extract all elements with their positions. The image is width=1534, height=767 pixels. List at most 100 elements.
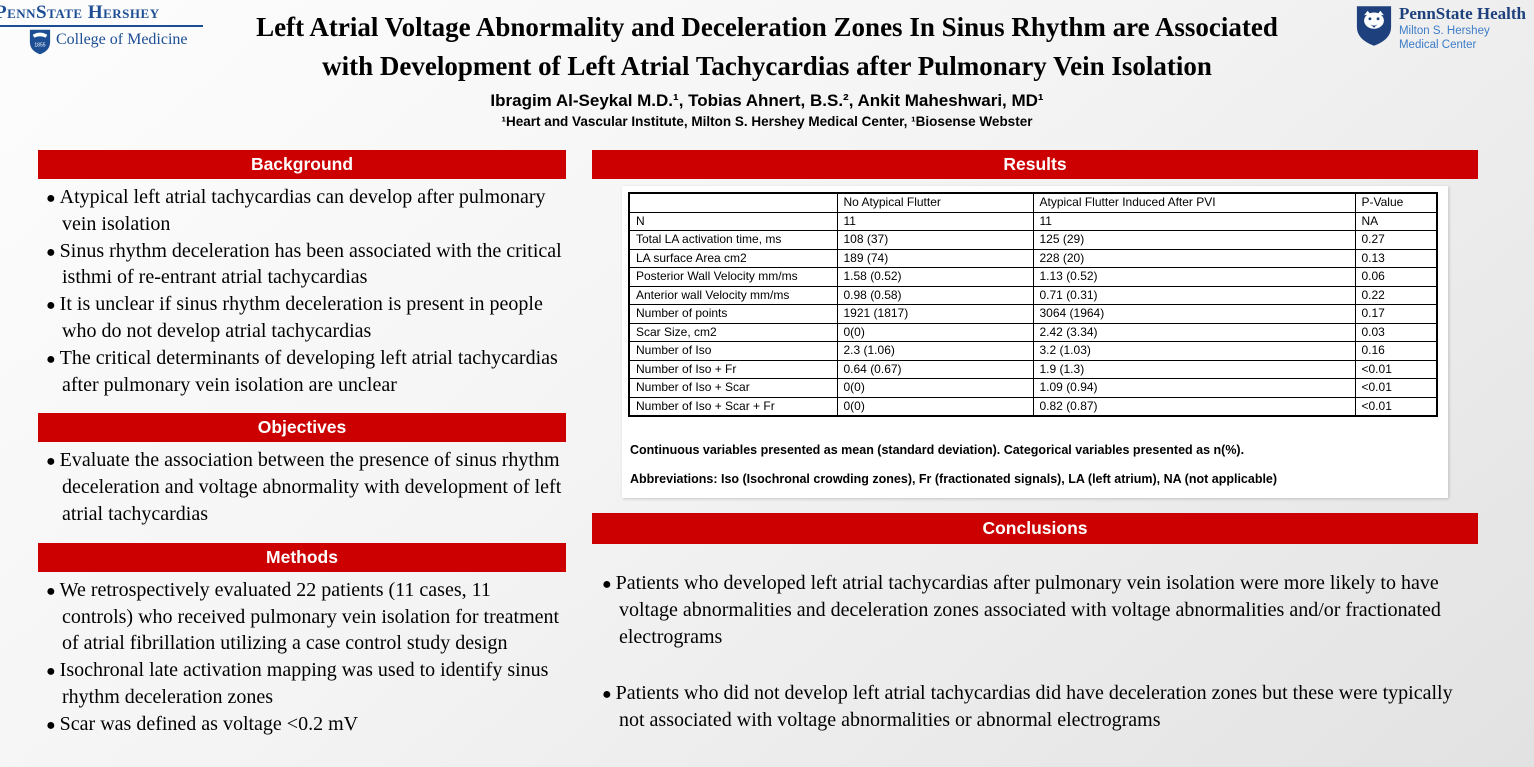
- table-cell: 1.13 (0.52): [1032, 267, 1356, 287]
- table-cell: 0.64 (0.67): [836, 359, 1034, 379]
- conclusions-bullet: Patients who developed left atrial tachy…: [602, 570, 1478, 651]
- conclusions-bullet-list: Patients who developed left atrial tachy…: [592, 544, 1478, 734]
- row-label: Scar Size, cm2: [628, 322, 838, 342]
- row-label: Posterior Wall Velocity mm/ms: [628, 267, 838, 287]
- row-label: Number of Iso + Scar: [628, 378, 838, 398]
- table-cell: 3.2 (1.03): [1032, 341, 1356, 361]
- table-cell: 1.58 (0.52): [836, 267, 1034, 287]
- table-cell: 0.71 (0.31): [1032, 285, 1356, 305]
- table-row: Number of Iso + Scar 0(0) 1.09 (0.94) <0.01: [628, 378, 1438, 398]
- table-row: Number of Iso 2.3 (1.06) 3.2 (1.03) 0.16: [628, 341, 1438, 361]
- results-footnote-abbreviations: Abbreviations: Iso (Isochronal crowding …: [630, 472, 1278, 486]
- background-bullet-list: Atypical left atrial tachycardias can de…: [38, 179, 566, 406]
- table-cell: 0(0): [836, 396, 1034, 417]
- medical-center-label-line1: Milton S. Hershey: [1398, 24, 1490, 37]
- row-label: LA surface Area cm2: [628, 248, 838, 268]
- results-table: No Atypical Flutter Atypical Flutter Indu…: [628, 192, 1438, 417]
- column-header: P-Value: [1354, 192, 1438, 213]
- right-column: Results No Atypical Flutter Atypical Flut…: [592, 150, 1478, 763]
- column-header: [628, 192, 838, 213]
- poster-title-line1: Left Atrial Voltage Abnormality and Dece…: [256, 12, 1278, 42]
- column-header: Atypical Flutter Induced After PVI: [1032, 192, 1356, 213]
- table-cell: 1921 (1817): [836, 304, 1034, 324]
- table-cell: 108 (37): [836, 230, 1034, 250]
- left-column: Background Atypical left atrial tachycar…: [38, 150, 566, 746]
- conclusions-bullet: Patients who did not develop left atrial…: [602, 680, 1478, 734]
- results-table-body: N 11 11 NA Total LA activation time, ms 108 (…: [628, 211, 1438, 417]
- objectives-bullet-list: Evaluate the association between the pre…: [38, 442, 566, 535]
- table-cell: 11: [836, 211, 1034, 231]
- table-cell: 0.17: [1354, 304, 1438, 324]
- row-label: Number of Iso: [628, 341, 838, 361]
- methods-bullet-list: We retrospectively evaluated 22 patients…: [38, 572, 566, 746]
- table-cell: 125 (29): [1032, 230, 1356, 250]
- table-cell: 0.16: [1354, 341, 1438, 361]
- background-bullet: The critical determinants of developing …: [46, 345, 566, 399]
- row-label: Anterior wall Velocity mm/ms: [628, 285, 838, 305]
- pennstate-health-logo: PennState Health Milton S. Hershey Medic…: [1356, 4, 1526, 52]
- table-cell: 1.9 (1.3): [1032, 359, 1356, 379]
- methods-bullet: We retrospectively evaluated 22 patients…: [46, 577, 566, 657]
- pennstate-health-shield-icon: [1356, 5, 1392, 52]
- table-cell: <0.01: [1354, 378, 1438, 398]
- objectives-section-header: Objectives: [38, 413, 566, 443]
- table-row: Posterior Wall Velocity mm/ms 1.58 (0.52)…: [628, 267, 1438, 287]
- table-cell: 0.27: [1354, 230, 1438, 250]
- table-cell: 11: [1032, 211, 1356, 231]
- table-cell: 0(0): [836, 378, 1034, 398]
- results-section-header: Results: [592, 150, 1478, 179]
- affiliations-line: ¹Heart and Vascular Institute, Milton S.…: [501, 114, 1033, 130]
- table-cell: <0.01: [1354, 396, 1438, 417]
- medical-center-label-line2: Medical Center: [1398, 39, 1477, 52]
- table-cell: 0.82 (0.87): [1032, 396, 1356, 417]
- methods-section-header: Methods: [38, 542, 566, 572]
- row-label: Total LA activation time, ms: [628, 230, 838, 250]
- pennstate-health-wordmark: PennState Health: [1398, 4, 1526, 23]
- poster-title-line2: with Development of Left Atrial Tachycar…: [322, 51, 1212, 82]
- table-cell: 0(0): [836, 322, 1034, 342]
- pennstate-hershey-wordmark: PennState Hershey: [0, 2, 203, 27]
- column-header: No Atypical Flutter: [836, 192, 1034, 213]
- table-cell: 228 (20): [1032, 248, 1356, 268]
- table-row: Scar Size, cm2 0(0) 2.42 (3.34) 0.03: [628, 322, 1438, 342]
- table-cell: 0.22: [1354, 285, 1438, 305]
- row-label: Number of points: [628, 304, 838, 324]
- college-of-medicine-label: College of Medicine: [56, 31, 188, 48]
- results-table-header-row: No Atypical Flutter Atypical Flutter Indu…: [628, 192, 1438, 213]
- table-cell: 2.3 (1.06): [836, 341, 1034, 361]
- table-row: N 11 11 NA: [628, 211, 1438, 231]
- table-cell: 1.09 (0.94): [1032, 378, 1356, 398]
- results-panel: No Atypical Flutter Atypical Flutter Indu…: [622, 186, 1448, 498]
- pennstate-hershey-logo: PennState Hershey 1855 College of Medici…: [0, 2, 215, 60]
- background-bullet: Atypical left atrial tachycardias can de…: [46, 184, 566, 238]
- row-label: N: [628, 211, 838, 231]
- results-footnote-variables: Continuous variables presented as mean (…: [630, 443, 1245, 457]
- authors-line: Ibragim Al-Seykal M.D.¹, Tobias Ahnert, …: [490, 91, 1044, 111]
- background-section-header: Background: [38, 150, 566, 179]
- table-cell: NA: [1354, 211, 1438, 231]
- row-label: Number of Iso + Fr: [628, 359, 838, 379]
- background-bullet: It is unclear if sinus rhythm decelerati…: [46, 291, 566, 345]
- table-cell: 3064 (1964): [1032, 304, 1356, 324]
- table-cell: 0.13: [1354, 248, 1438, 268]
- methods-bullet: Scar was defined as voltage <0.2 mV: [46, 711, 566, 738]
- objectives-bullet: Evaluate the association between the pre…: [46, 447, 566, 527]
- table-row: Anterior wall Velocity mm/ms 0.98 (0.58) 0…: [628, 285, 1438, 305]
- table-cell: 0.03: [1354, 322, 1438, 342]
- table-row: Number of Iso + Fr 0.64 (0.67) 1.9 (1.3) <0…: [628, 359, 1438, 379]
- pennstate-hershey-shield-icon: 1855: [29, 29, 51, 60]
- table-cell: 0.06: [1354, 267, 1438, 287]
- table-row: Number of points 1921 (1817) 3064 (1964) 0.…: [628, 304, 1438, 324]
- table-cell: 2.42 (3.34): [1032, 322, 1356, 342]
- table-row: Total LA activation time, ms 108 (37) 125 …: [628, 230, 1438, 250]
- conclusions-section-header: Conclusions: [592, 513, 1478, 544]
- table-cell: <0.01: [1354, 359, 1438, 379]
- table-row: Number of Iso + Scar + Fr 0(0) 0.82 (0.87)…: [628, 396, 1438, 417]
- table-cell: 0.98 (0.58): [836, 285, 1034, 305]
- background-bullet: Sinus rhythm deceleration has been assoc…: [46, 238, 566, 292]
- poster-header: Left Atrial Voltage Abnormality and Dece…: [165, 8, 1369, 129]
- svg-text:1855: 1855: [34, 42, 45, 48]
- table-row: LA surface Area cm2 189 (74) 228 (20) 0.13: [628, 248, 1438, 268]
- methods-bullet: Isochronal late activation mapping was u…: [46, 657, 566, 711]
